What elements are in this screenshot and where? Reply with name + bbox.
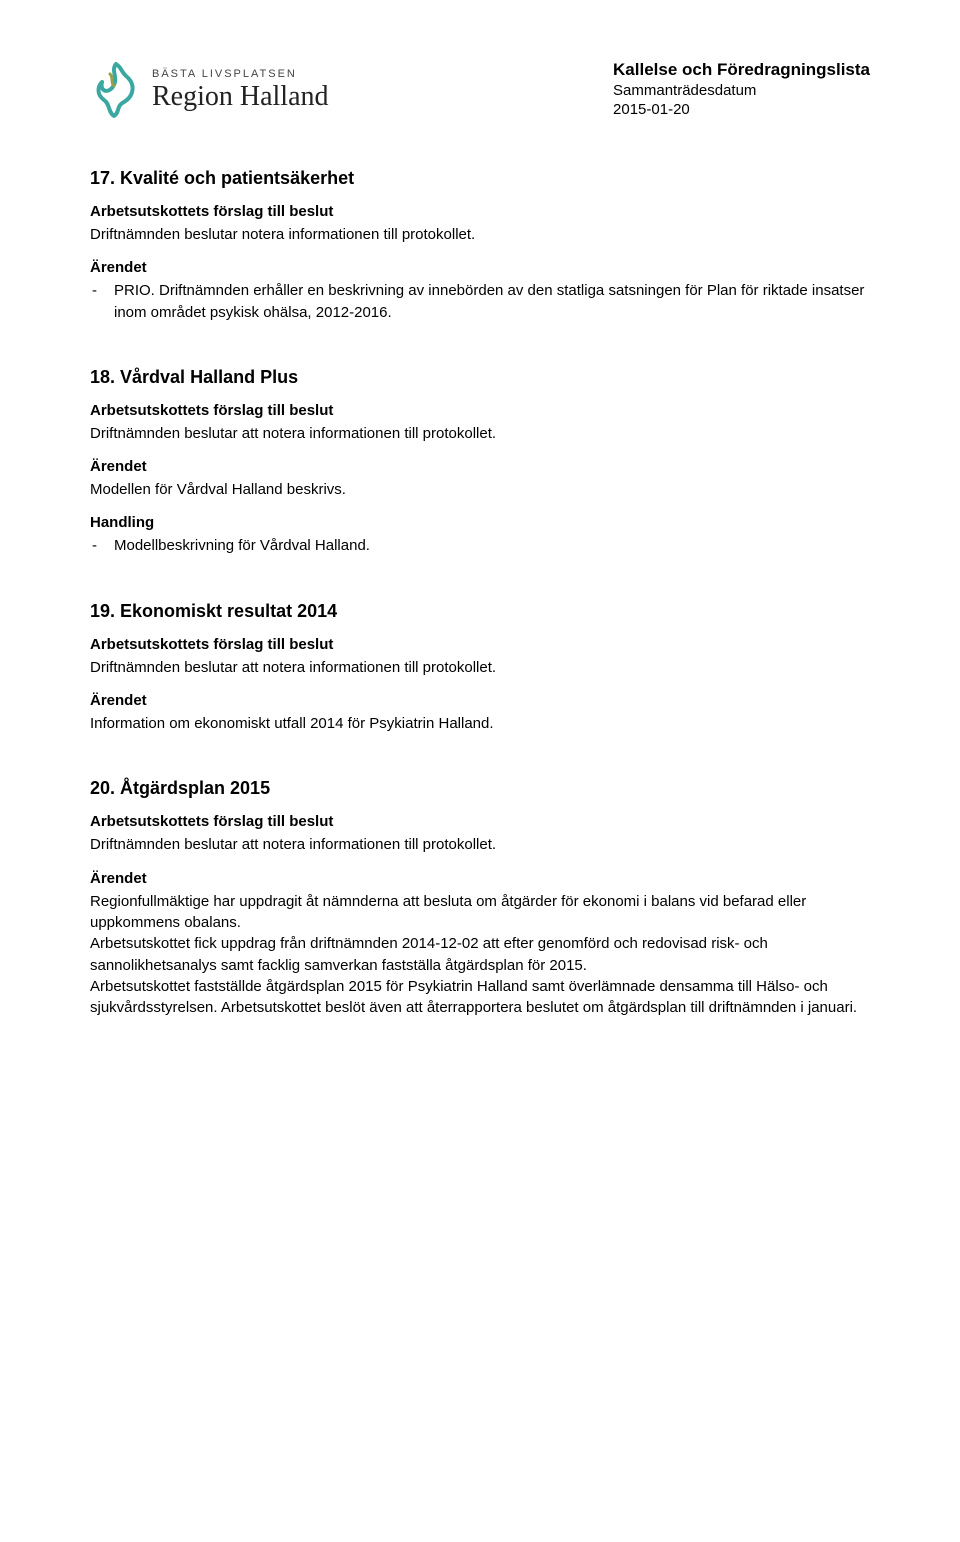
block-text: Modellen för Vårdval Halland beskrivs. (90, 479, 870, 500)
section-block: Ärendet Regionfullmäktige har uppdragit å… (90, 870, 870, 1019)
block-text: Driftnämnden beslutar notera information… (90, 224, 870, 245)
section-title: 17. Kvalité och patientsäkerhet (90, 168, 870, 189)
dash-list: -Modellbeskrivning för Vårdval Halland. (90, 535, 870, 556)
block-label: Ärendet (90, 458, 870, 475)
dash-icon: - (92, 535, 114, 556)
block-label: Handling (90, 514, 870, 531)
document-date: 2015-01-20 (613, 101, 870, 118)
section-block: Arbetsutskottets förslag till beslut Drif… (90, 402, 870, 444)
section-block: Ärendet Modellen för Vårdval Halland besk… (90, 458, 870, 500)
list-item-text: Modellbeskrivning för Vårdval Halland. (114, 535, 370, 556)
section-block: Ärendet Information om ekonomiskt utfall … (90, 692, 870, 734)
block-label: Ärendet (90, 259, 870, 276)
list-item: -Modellbeskrivning för Vårdval Halland. (92, 535, 870, 556)
dash-list: -PRIO. Driftnämnden erhåller en beskrivn… (90, 280, 870, 323)
block-paragraph: Regionfullmäktige har uppdragit åt nämnd… (90, 891, 870, 934)
block-label: Arbetsutskottets förslag till beslut (90, 402, 870, 419)
section-block: Arbetsutskottets förslag till beslut Drif… (90, 203, 870, 245)
block-text: Driftnämnden beslutar att notera informa… (90, 834, 870, 855)
section: 17. Kvalité och patientsäkerhet Arbetsuts… (90, 168, 870, 323)
page: BÄSTA LIVSPLATSEN Region Halland Kallels… (0, 0, 960, 1142)
block-label: Arbetsutskottets förslag till beslut (90, 636, 870, 653)
logo-title: Region Halland (152, 82, 329, 113)
dash-icon: - (92, 280, 114, 323)
section-title: 20. Åtgärdsplan 2015 (90, 778, 870, 799)
section-block: Handling -Modellbeskrivning för Vårdval H… (90, 514, 870, 556)
header: BÄSTA LIVSPLATSEN Region Halland Kallels… (90, 60, 870, 120)
section: 20. Åtgärdsplan 2015 Arbetsutskottets för… (90, 778, 870, 1018)
document-subtitle: Sammanträdesdatum (613, 82, 870, 99)
sections-container: 17. Kvalité och patientsäkerhet Arbetsuts… (90, 168, 870, 1018)
block-label: Ärendet (90, 870, 870, 887)
section-block: Ärendet -PRIO. Driftnämnden erhåller en b… (90, 259, 870, 323)
header-meta: Kallelse och Föredragningslista Sammantr… (583, 60, 870, 118)
section: 19. Ekonomiskt resultat 2014 Arbetsutskot… (90, 601, 870, 735)
section-block: Arbetsutskottets förslag till beslut Drif… (90, 636, 870, 678)
section: 18. Vårdval Halland Plus Arbetsutskottets… (90, 367, 870, 557)
block-paragraph: Arbetsutskottet fick uppdrag från driftn… (90, 933, 870, 976)
block-text: Driftnämnden beslutar att notera informa… (90, 423, 870, 444)
logo: BÄSTA LIVSPLATSEN Region Halland (90, 60, 329, 120)
region-halland-logo-icon (90, 60, 142, 120)
document-title: Kallelse och Föredragningslista (613, 60, 870, 80)
block-paragraph: Arbetsutskottet fastställde åtgärdsplan … (90, 976, 870, 1019)
section-title: 19. Ekonomiskt resultat 2014 (90, 601, 870, 622)
block-text: Driftnämnden beslutar att notera informa… (90, 657, 870, 678)
section-block: Arbetsutskottets förslag till beslut Drif… (90, 813, 870, 855)
section-title: 18. Vårdval Halland Plus (90, 367, 870, 388)
logo-tagline: BÄSTA LIVSPLATSEN (152, 68, 329, 80)
list-item: -PRIO. Driftnämnden erhåller en beskrivn… (92, 280, 870, 323)
block-label: Arbetsutskottets förslag till beslut (90, 813, 870, 830)
block-label: Ärendet (90, 692, 870, 709)
logo-text: BÄSTA LIVSPLATSEN Region Halland (152, 68, 329, 113)
list-item-text: PRIO. Driftnämnden erhåller en beskrivni… (114, 280, 870, 323)
block-label: Arbetsutskottets förslag till beslut (90, 203, 870, 220)
block-text: Information om ekonomiskt utfall 2014 fö… (90, 713, 870, 734)
